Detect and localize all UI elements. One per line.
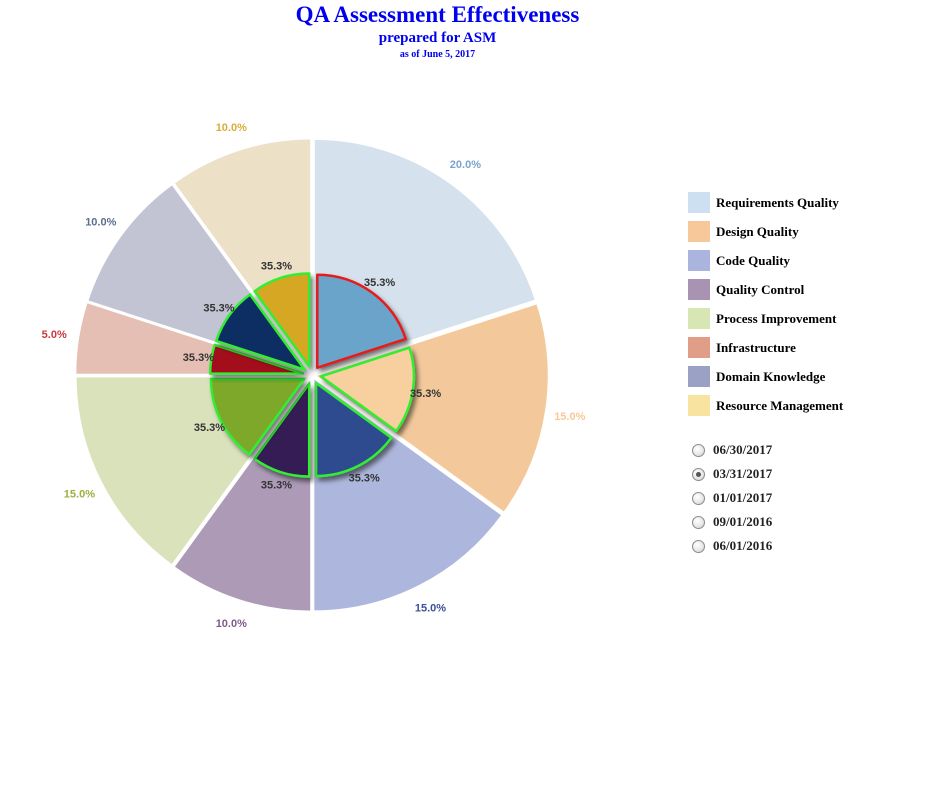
radio-button[interactable] bbox=[692, 467, 705, 481]
legend-label: Code Quality bbox=[716, 252, 791, 268]
legend-label: Infrastructure bbox=[716, 339, 796, 355]
outer-slice-label: 10.0% bbox=[216, 122, 247, 134]
inner-slice[interactable] bbox=[253, 272, 311, 368]
legend-swatch bbox=[688, 395, 710, 416]
inner-slice-label: 35.3% bbox=[349, 473, 380, 485]
outer-slice[interactable] bbox=[313, 302, 550, 514]
pie-chart: 20.0%15.0%15.0%10.0%15.0%5.0%10.0%10.0% … bbox=[42, 122, 586, 630]
outer-slice-label: 20.0% bbox=[450, 159, 481, 171]
inner-labels: 35.3% 35.3% 35.3% 35.3% 35.3% 35.3% 35.3% 35.3% bbox=[183, 261, 442, 492]
inner-slice[interactable] bbox=[209, 377, 306, 456]
inner-slice-label: 35.3% bbox=[364, 277, 395, 289]
legend-label: Process Improvement bbox=[716, 310, 837, 326]
inner-slice-label: 35.3% bbox=[410, 388, 441, 400]
outer-slice-label: 15.0% bbox=[415, 603, 446, 615]
chart-date: as of June 5, 2017 bbox=[399, 49, 476, 60]
legend-label: Domain Knowledge bbox=[716, 368, 826, 384]
outer-slice-label: 15.0% bbox=[554, 411, 585, 423]
date-option[interactable]: 09/01/2016 bbox=[692, 510, 772, 534]
inner-slice-label: 35.3% bbox=[194, 422, 225, 434]
inner-slice[interactable] bbox=[319, 346, 416, 433]
date-option[interactable]: 03/31/2017 bbox=[692, 462, 772, 486]
legend-swatch bbox=[688, 192, 710, 213]
inner-slice-label: 35.3% bbox=[183, 352, 214, 364]
date-option[interactable]: 06/01/2016 bbox=[692, 534, 772, 558]
legend-item[interactable]: Design Quality bbox=[688, 217, 843, 246]
inner-ring bbox=[208, 272, 416, 478]
legend-swatch bbox=[688, 250, 710, 271]
date-option-label: 09/01/2016 bbox=[713, 514, 773, 529]
radio-button[interactable] bbox=[692, 539, 705, 553]
inner-slice[interactable] bbox=[208, 343, 305, 375]
legend-item[interactable]: Domain Knowledge bbox=[688, 362, 843, 391]
inner-slice[interactable] bbox=[253, 382, 311, 478]
inner-slice-label: 35.3% bbox=[261, 479, 292, 491]
outer-ring bbox=[74, 137, 550, 613]
legend-item[interactable]: Quality Control bbox=[688, 275, 843, 304]
legend: Requirements Quality Design Quality Code… bbox=[688, 188, 843, 420]
legend-item[interactable]: Infrastructure bbox=[688, 333, 843, 362]
legend-swatch bbox=[688, 279, 710, 300]
outer-slice-label: 5.0% bbox=[42, 329, 67, 341]
inner-slice-label: 35.3% bbox=[261, 261, 292, 273]
chart-title: QA Assessment Effectiveness bbox=[295, 2, 580, 27]
inner-slice[interactable] bbox=[316, 273, 407, 369]
legend-swatch bbox=[688, 221, 710, 242]
legend-swatch bbox=[688, 337, 710, 358]
date-option-label: 03/31/2017 bbox=[713, 466, 773, 481]
legend-swatch bbox=[688, 366, 710, 387]
date-option-label: 01/01/2017 bbox=[713, 490, 773, 505]
legend-item[interactable]: Resource Management bbox=[688, 391, 843, 420]
inner-slice-label: 35.3% bbox=[203, 302, 234, 314]
outer-labels: 20.0% 15.0% 15.0% 10.0% 15.0% 5.0% 10.0% 10.0% bbox=[42, 122, 586, 630]
inner-slice[interactable] bbox=[314, 381, 393, 478]
legend-label: Requirements Quality bbox=[716, 194, 839, 210]
legend-swatch bbox=[688, 308, 710, 329]
outer-slice-label: 10.0% bbox=[216, 618, 247, 630]
date-option[interactable]: 01/01/2017 bbox=[692, 486, 772, 510]
chart-subtitle: prepared for ASM bbox=[378, 30, 497, 46]
legend-label: Resource Management bbox=[716, 397, 844, 413]
legend-item[interactable]: Code Quality bbox=[688, 246, 843, 275]
radio-button[interactable] bbox=[692, 515, 705, 529]
legend-item[interactable]: Process Improvement bbox=[688, 304, 843, 333]
date-option[interactable]: 06/30/2017 bbox=[692, 438, 772, 462]
radio-button[interactable] bbox=[692, 443, 705, 457]
outer-slice-label: 15.0% bbox=[64, 489, 95, 501]
legend-label: Design Quality bbox=[716, 223, 799, 239]
radio-button[interactable] bbox=[692, 491, 705, 505]
inner-slice[interactable] bbox=[215, 293, 306, 371]
legend-label: Quality Control bbox=[716, 281, 805, 297]
date-selector: 06/30/2017 03/31/2017 01/01/2017 09/01/2… bbox=[692, 438, 772, 558]
date-option-label: 06/30/2017 bbox=[713, 442, 773, 457]
legend-item[interactable]: Requirements Quality bbox=[688, 188, 843, 217]
date-option-label: 06/01/2016 bbox=[713, 538, 773, 553]
outer-slice-label: 10.0% bbox=[85, 217, 116, 229]
